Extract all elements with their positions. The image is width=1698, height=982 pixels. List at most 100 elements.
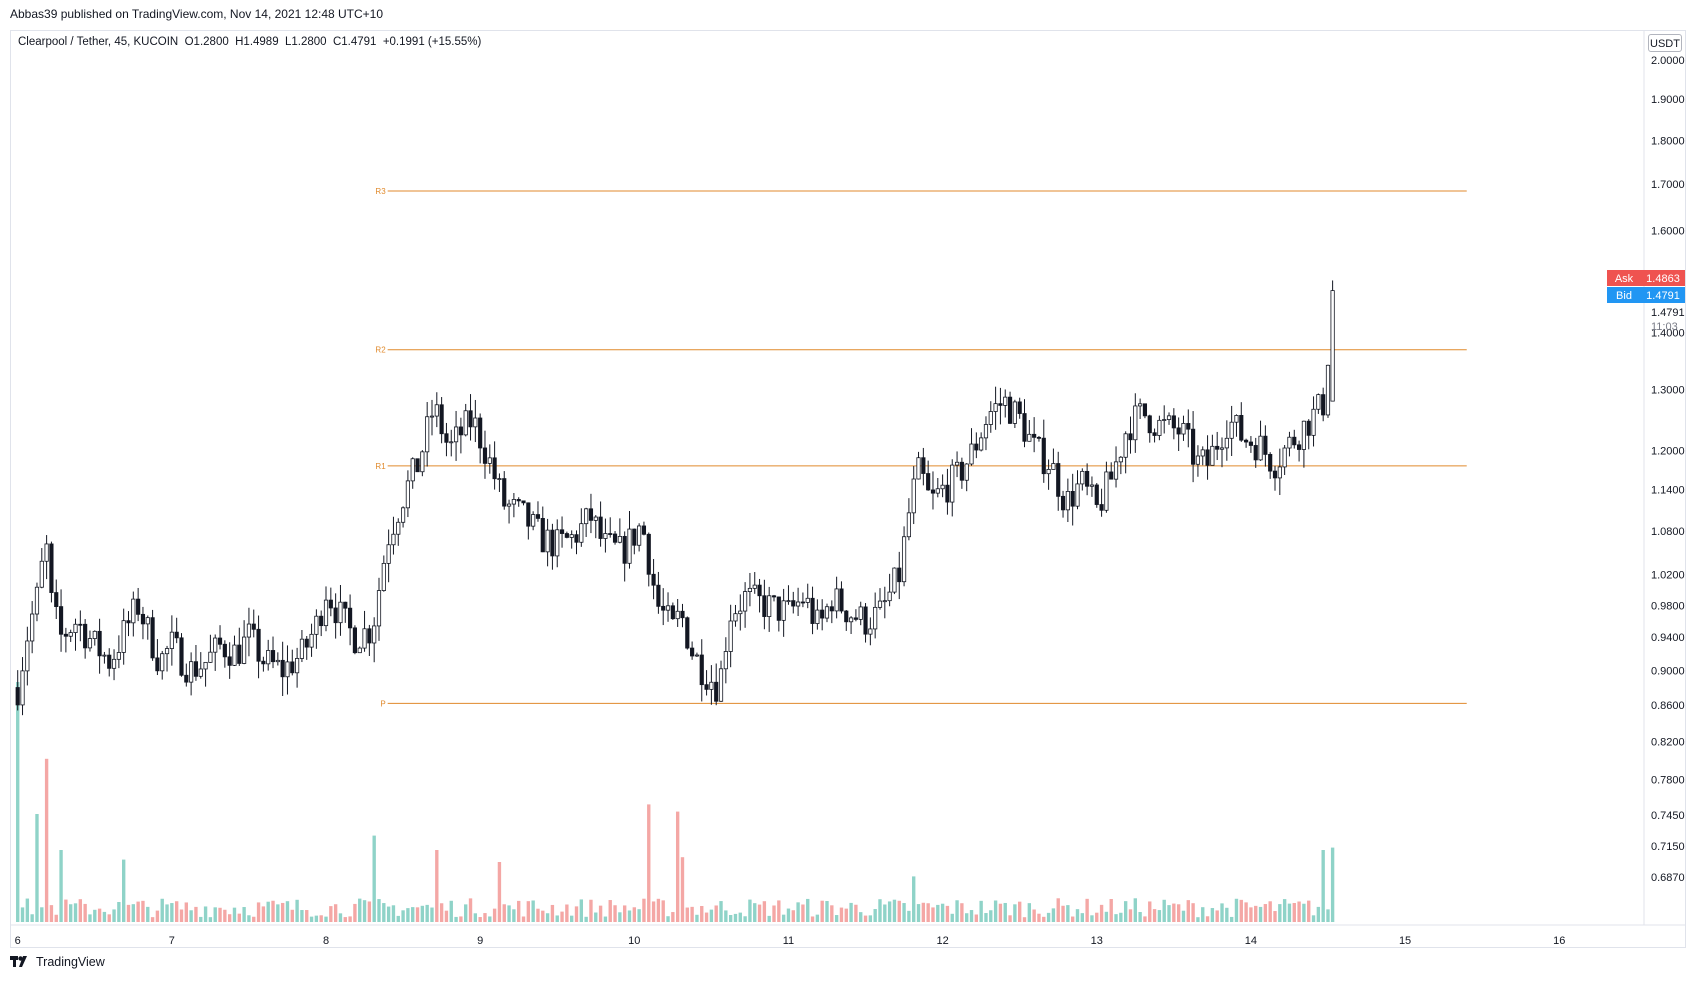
candle [1263,425,1268,467]
price-axis[interactable]: 2.0000 1.9000 1.8000 1.7000 1.6000 1.4000 1.30… [1651,55,1685,884]
volume-bar [728,915,733,922]
volume-bar [945,905,950,922]
candle [1142,403,1148,419]
volume-bar [333,904,338,922]
volume-layer [16,682,1335,922]
volume-bar [921,902,926,922]
volume-bar [396,915,400,922]
volume-bar [570,915,574,922]
volume-bar [25,898,30,922]
time-tick-label: 15 [1399,935,1411,947]
volume-bar [136,901,140,922]
volume-bar [1172,903,1176,922]
candle [800,592,805,608]
candle [116,635,121,669]
volume-bar [372,835,376,922]
candle [863,603,868,643]
candle [540,506,545,553]
volume-bar [1099,904,1104,922]
volume-bar [724,910,728,922]
volume-bar [1109,899,1113,922]
time-axis[interactable]: 6 7 8 9 10 11 12 13 14 15 16 [15,935,1566,947]
volume-bar [213,907,217,922]
candle [348,594,353,646]
chart-frame [10,30,1686,948]
candle [487,444,492,474]
candle [969,428,974,466]
volume-bar [1225,907,1229,922]
volume-bar [44,758,49,922]
candle [1181,415,1186,441]
volume-bar [993,900,998,922]
price-labels: Ask 1.4863 Bid 1.4791 1.4791 11:03 [1607,270,1685,333]
volume-bar [1051,908,1056,922]
volume-bar [936,904,940,922]
volume-bar [30,914,34,922]
candle [352,625,357,655]
candle [584,507,589,537]
candle [877,588,883,610]
candle [1325,364,1331,418]
volume-bar [49,905,54,922]
candle [1027,420,1032,442]
candle [627,510,632,569]
candle [309,623,314,657]
candle [608,517,613,538]
time-tick-label: 14 [1245,935,1257,947]
candle [603,518,608,553]
volume-bar [300,910,304,922]
candle [232,635,237,666]
volume-bar [979,900,983,922]
volume-bar [454,916,458,922]
currency-button[interactable]: USDT [1648,34,1682,52]
candle [140,606,146,640]
bid-price-tag [1641,287,1685,303]
candle [164,645,170,672]
volume-bar [738,912,742,922]
candle [280,641,285,697]
time-tick-label: 11 [783,935,794,947]
price-tick-label: 0.8600 [1651,700,1685,712]
volume-bar [1056,898,1060,922]
volume-bar [194,906,198,922]
candle [911,466,916,525]
candle [1051,448,1056,470]
time-tick-label: 12 [936,935,948,947]
candle [439,397,444,444]
candle [704,670,709,696]
candle [545,518,550,567]
candle [762,579,767,630]
symbol-legend[interactable]: Clearpool / Tether, 45, KUCOIN O1.2800 H… [18,36,482,48]
candle [1171,408,1176,440]
ask-price-tag [1641,270,1685,286]
last-price: 1.4791 [1651,307,1685,319]
volume-bar [1066,905,1070,922]
candle [391,516,396,555]
volume-bar [1128,909,1133,922]
time-tick-label: 8 [323,935,329,947]
volume-bar [1201,907,1205,922]
volume-bar [218,907,222,922]
candle [665,592,671,622]
price-tick-label: 1.9000 [1651,94,1685,106]
candle [434,392,439,428]
price-tick-label: 1.3000 [1651,384,1685,396]
volume-bar [753,903,757,922]
candle [25,626,30,686]
price-tick-label: 0.7450 [1651,810,1685,822]
candle [213,634,218,671]
candle [1036,435,1042,442]
candle [246,607,252,657]
candle [1007,391,1013,424]
volume-bar [411,907,415,922]
volume-bar [637,909,641,922]
volume-bar [762,901,767,922]
price-tick-label: 1.8000 [1651,136,1685,148]
candle [415,458,420,473]
footer-brand[interactable]: TradingView [10,955,105,969]
volume-bar [940,903,945,922]
candle [184,663,189,687]
volume-bar [603,916,608,922]
price-tick-label: 0.9400 [1651,632,1685,644]
